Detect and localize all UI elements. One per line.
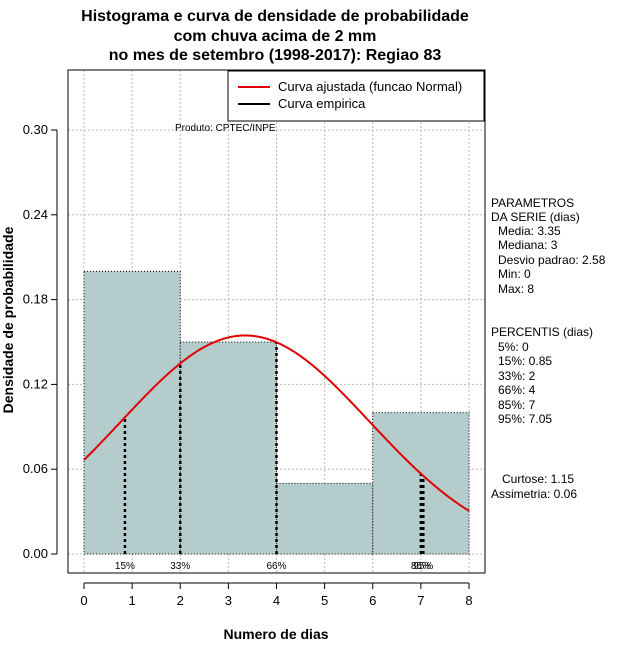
side-panel: PARAMETROS DA SERIE (dias) Media: 3.35 M…: [491, 196, 606, 501]
x-tick-label: 8: [465, 593, 472, 608]
legend-box: [227, 70, 485, 122]
param-desvio: Desvio padrao: 2.58: [498, 253, 606, 267]
percentil-85: 85%: 7: [498, 398, 536, 412]
y-tick-label: 0.30: [23, 122, 48, 137]
x-tick-label: 7: [417, 593, 424, 608]
percentil-33: 33%: 2: [498, 369, 536, 383]
legend: Curva ajustada (funcao Normal) Curva emp…: [227, 70, 485, 122]
y-axis: 0.00 0.06 0.12 0.18 0.24 0.30: [23, 122, 58, 561]
histogram-bar: [83, 270, 181, 555]
stat-assimetria: Assimetria: 0.06: [491, 487, 577, 501]
histogram-bar: [372, 412, 470, 555]
histogram-bar: [179, 341, 277, 555]
param-mediana: Mediana: 3: [498, 238, 558, 252]
y-tick-label: 0.00: [23, 546, 48, 561]
x-tick-label: 4: [273, 593, 280, 608]
percentil-95: 95%: 7.05: [498, 412, 552, 426]
params-header-1: PARAMETROS: [491, 196, 574, 210]
legend-label-fit: Curva ajustada (funcao Normal): [278, 79, 462, 94]
chart-title-line-2: com chuva acima de 2 mm: [174, 28, 377, 45]
y-axis-title: Densidade de probabilidade: [0, 226, 16, 413]
plot-frame: [67, 69, 486, 574]
params-header-2: DA SERIE (dias): [491, 210, 580, 224]
percentile-lines: 15% 33% 66% 85%95%: [115, 342, 433, 572]
percentile-label: 33%: [170, 561, 190, 572]
param-max: Max: 8: [498, 282, 534, 296]
percentil-66: 66%: 4: [498, 383, 536, 397]
x-tick-label: 1: [129, 593, 136, 608]
chart-title-line-3: no mes de setembro (1998-2017): Regiao 8…: [109, 47, 442, 64]
x-tick-label: 6: [369, 593, 376, 608]
stat-curtose: Curtose: 1.15: [502, 472, 574, 486]
percentile-label: 85%: [411, 561, 431, 572]
param-media: Media: 3.35: [498, 224, 561, 238]
legend-label-empirical: Curva empirica: [278, 96, 366, 111]
percentile-label: 15%: [115, 561, 135, 572]
product-note: Produto: CPTEC/INPE: [175, 123, 276, 134]
histogram-bar: [276, 482, 374, 555]
percentile-label: 66%: [266, 561, 286, 572]
percentil-15: 15%: 0.85: [498, 354, 552, 368]
percentil-5: 5%: 0: [498, 340, 529, 354]
chart-title-line-1: Histograma e curva de densidade de proba…: [81, 8, 469, 25]
param-min: Min: 0: [498, 267, 531, 281]
y-tick-label: 0.12: [23, 376, 48, 391]
x-tick-label: 5: [321, 593, 328, 608]
x-tick-label: 0: [80, 593, 87, 608]
x-axis-title: Numero de dias: [223, 626, 328, 642]
percentile-label: 95%: [413, 561, 433, 572]
normal-fit-curve: [83, 334, 470, 512]
percentis-header: PERCENTIS (dias): [491, 325, 593, 339]
x-tick-label: 2: [177, 593, 184, 608]
y-tick-label: 0.24: [23, 207, 48, 222]
x-axis: 0 1 2 3 4 5 6 7 8: [80, 582, 473, 608]
y-tick-label: 0.06: [23, 461, 48, 476]
y-tick-label: 0.18: [23, 292, 48, 307]
histogram-bars: [83, 270, 470, 555]
x-tick-label: 3: [225, 593, 232, 608]
